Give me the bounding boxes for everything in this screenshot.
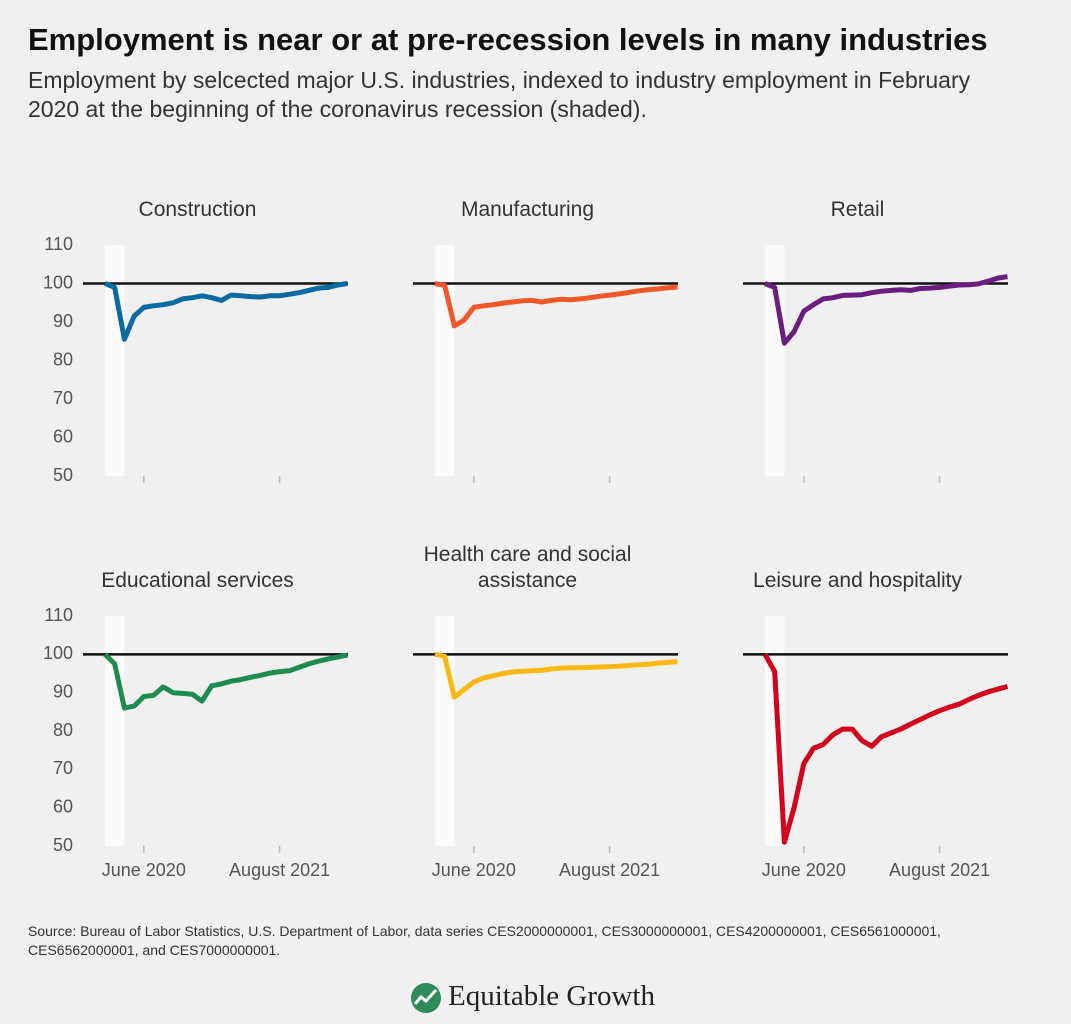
y-tick-label: 50 xyxy=(53,835,73,855)
y-tick-label: 80 xyxy=(53,349,73,369)
chart-grid: 50 60 70 80 90 100 110 50 60 70 80 90 100 110 June 202… xyxy=(43,234,1009,880)
series-line xyxy=(762,653,1009,845)
y-tick-label: 110 xyxy=(44,234,73,254)
y-tick-label: 100 xyxy=(43,643,73,663)
y-tick-label: 60 xyxy=(53,426,73,446)
panel-title: Leisure and hospitality xyxy=(753,569,962,592)
recession-shading xyxy=(105,245,125,476)
y-tick-label: 90 xyxy=(53,311,73,331)
panel-title: Health care and social assistance xyxy=(423,543,632,592)
x-tick-label: June 2020 xyxy=(762,860,846,880)
x-tick-label: June 2020 xyxy=(432,860,516,880)
page-subtitle: Employment by selcected major U.S. indus… xyxy=(28,67,971,122)
y-tick-label: 70 xyxy=(53,388,73,408)
panel-title: Educational services xyxy=(101,569,294,592)
x-tick-label: August 2021 xyxy=(229,860,330,880)
x-tick-label: August 2021 xyxy=(889,860,990,880)
series-line xyxy=(764,274,1008,346)
y-tick-label: 100 xyxy=(43,272,73,292)
recession-shading xyxy=(435,616,455,846)
panel-title: Manufacturing xyxy=(460,198,595,221)
panel-title: Retail xyxy=(830,198,885,221)
recession-shading xyxy=(105,616,125,846)
y-tick-label: 80 xyxy=(53,720,73,740)
y-tick-label: 50 xyxy=(53,465,73,485)
series-line xyxy=(104,281,348,342)
y-tick-label: 90 xyxy=(53,681,73,701)
recession-shading xyxy=(435,245,455,476)
x-tick-label: August 2021 xyxy=(559,860,660,880)
x-tick-label: June 2020 xyxy=(102,860,186,880)
series-line xyxy=(434,281,678,329)
series-line xyxy=(103,652,348,711)
series-line xyxy=(434,651,678,700)
y-tick-label: 70 xyxy=(53,758,73,778)
recession-shading xyxy=(765,245,785,476)
logo-icon xyxy=(411,983,441,1013)
panel-title: Construction xyxy=(138,198,257,221)
page-title: Employment is near or at pre-recession l… xyxy=(28,22,988,57)
y-tick-label: 60 xyxy=(53,796,73,816)
source-note: Source: Bureau of Labor Statistics, U.S.… xyxy=(28,923,941,958)
logo-text: Equitable Growth xyxy=(448,980,655,1012)
y-tick-label: 110 xyxy=(44,605,73,625)
